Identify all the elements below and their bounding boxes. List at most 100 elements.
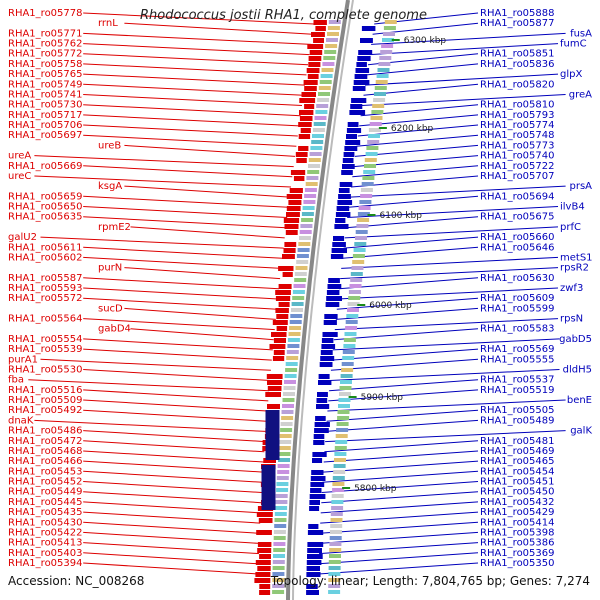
right-gene-label: galK: [570, 426, 592, 437]
cog-band: [297, 248, 310, 252]
reverse-gene-feature: [301, 92, 316, 97]
cog-band: [373, 98, 386, 102]
forward-gene-feature: [325, 302, 340, 307]
cog-band: [359, 200, 372, 204]
forward-gene-feature: [311, 470, 324, 475]
cog-band: [329, 542, 342, 546]
reverse-gene-feature: [311, 32, 325, 37]
reverse-gene-feature: [298, 146, 309, 151]
reverse-gene-feature: [283, 218, 300, 223]
cog-band: [368, 134, 380, 138]
reverse-gene-feature: [285, 230, 298, 235]
right-connector-line: [334, 318, 559, 331]
left-connector-line: [130, 328, 274, 341]
forward-gene-feature: [315, 416, 326, 421]
right-connector-line: [343, 236, 479, 249]
cog-band: [329, 536, 342, 540]
cog-band: [295, 266, 308, 270]
cog-band: [328, 572, 341, 576]
cog-band: [331, 494, 344, 498]
forward-gene-feature: [335, 212, 351, 217]
reverse-gene-feature: [265, 392, 281, 397]
forward-gene-feature: [321, 338, 334, 343]
forward-gene-feature: [338, 194, 351, 199]
cog-band: [275, 506, 288, 510]
left-gene-label: gabD4: [98, 324, 131, 335]
cog-band: [380, 50, 393, 54]
forward-gene-feature: [306, 560, 322, 565]
left-connector-line: [124, 307, 276, 320]
forward-gene-feature: [346, 134, 357, 139]
cog-band: [332, 488, 345, 492]
reverse-gene-feature: [290, 170, 306, 175]
cog-band: [282, 398, 295, 402]
left-connector-line: [83, 399, 268, 412]
forward-gene-feature: [327, 284, 342, 289]
reverse-gene-feature: [259, 590, 271, 595]
reverse-gene-feature: [257, 566, 271, 571]
cog-band: [349, 284, 362, 288]
cog-band: [304, 194, 317, 198]
cog-band: [344, 332, 357, 336]
cog-band: [272, 572, 285, 576]
left-connector-line: [83, 369, 271, 381]
left-connector-line: [83, 491, 262, 504]
right-connector-line: [320, 501, 479, 514]
forward-gene-feature: [326, 296, 342, 301]
forward-gene-feature: [333, 236, 345, 241]
left-connector-lines: [28, 12, 315, 575]
left-gene-label: sucD: [98, 303, 123, 314]
cog-band: [283, 386, 296, 390]
forward-gene-feature: [310, 488, 322, 493]
cog-band: [272, 578, 285, 582]
right-gene-label: RHA1_ro05432: [480, 497, 555, 508]
cog-band: [333, 470, 346, 474]
forward-gene-feature: [342, 164, 355, 169]
cog-band: [296, 254, 309, 258]
forward-gene-feature: [312, 458, 323, 463]
left-connector-line: [83, 531, 260, 544]
reverse-gene-feature: [266, 374, 283, 379]
cog-band: [383, 26, 396, 30]
forward-gene-feature: [331, 248, 347, 253]
reverse-gene-feature: [315, 26, 326, 31]
cog-band: [279, 434, 292, 438]
forward-gene-feature: [351, 98, 367, 103]
reverse-gene-feature: [307, 74, 319, 79]
left-gene-label: RHA1_ro05730: [8, 100, 83, 111]
left-connector-line: [83, 481, 262, 493]
forward-gene-feature: [320, 350, 333, 355]
right-connector-line: [332, 338, 560, 351]
forward-gene-feature: [319, 362, 333, 367]
right-gene-label: prsA: [569, 181, 592, 192]
forward-gene-feature: [320, 356, 335, 361]
cog-band: [318, 92, 330, 96]
cog-band: [303, 200, 316, 204]
right-connector-line: [323, 460, 479, 473]
right-gene-label: RHA1_ro05465: [480, 456, 555, 467]
cog-band: [308, 158, 321, 162]
cog-band: [308, 164, 320, 168]
right-gene-label: RHA1_ro05505: [480, 405, 555, 416]
left-connector-line: [83, 83, 304, 96]
cog-band: [301, 212, 314, 216]
cog-band: [319, 80, 332, 84]
cog-band: [335, 434, 348, 438]
left-gene-label: RHA1_ro05771: [8, 28, 83, 39]
right-connector-line: [352, 165, 479, 178]
cog-band: [320, 74, 333, 78]
right-gene-label: RHA1_ro05722: [480, 161, 555, 172]
cog-band: [352, 254, 365, 258]
left-connector-line: [83, 521, 260, 534]
right-connector-line: [366, 63, 479, 76]
forward-gene-feature: [316, 398, 328, 403]
cog-band: [328, 578, 341, 582]
cog-band: [329, 530, 342, 534]
cog-band: [362, 176, 375, 180]
reverse-gene-feature: [273, 338, 286, 343]
cog-band: [334, 458, 346, 462]
cog-band: [332, 482, 345, 486]
right-connector-line: [348, 195, 479, 208]
right-gene-label: RHA1_ro05454: [480, 466, 555, 477]
left-gene-label: dnaK: [8, 415, 34, 426]
